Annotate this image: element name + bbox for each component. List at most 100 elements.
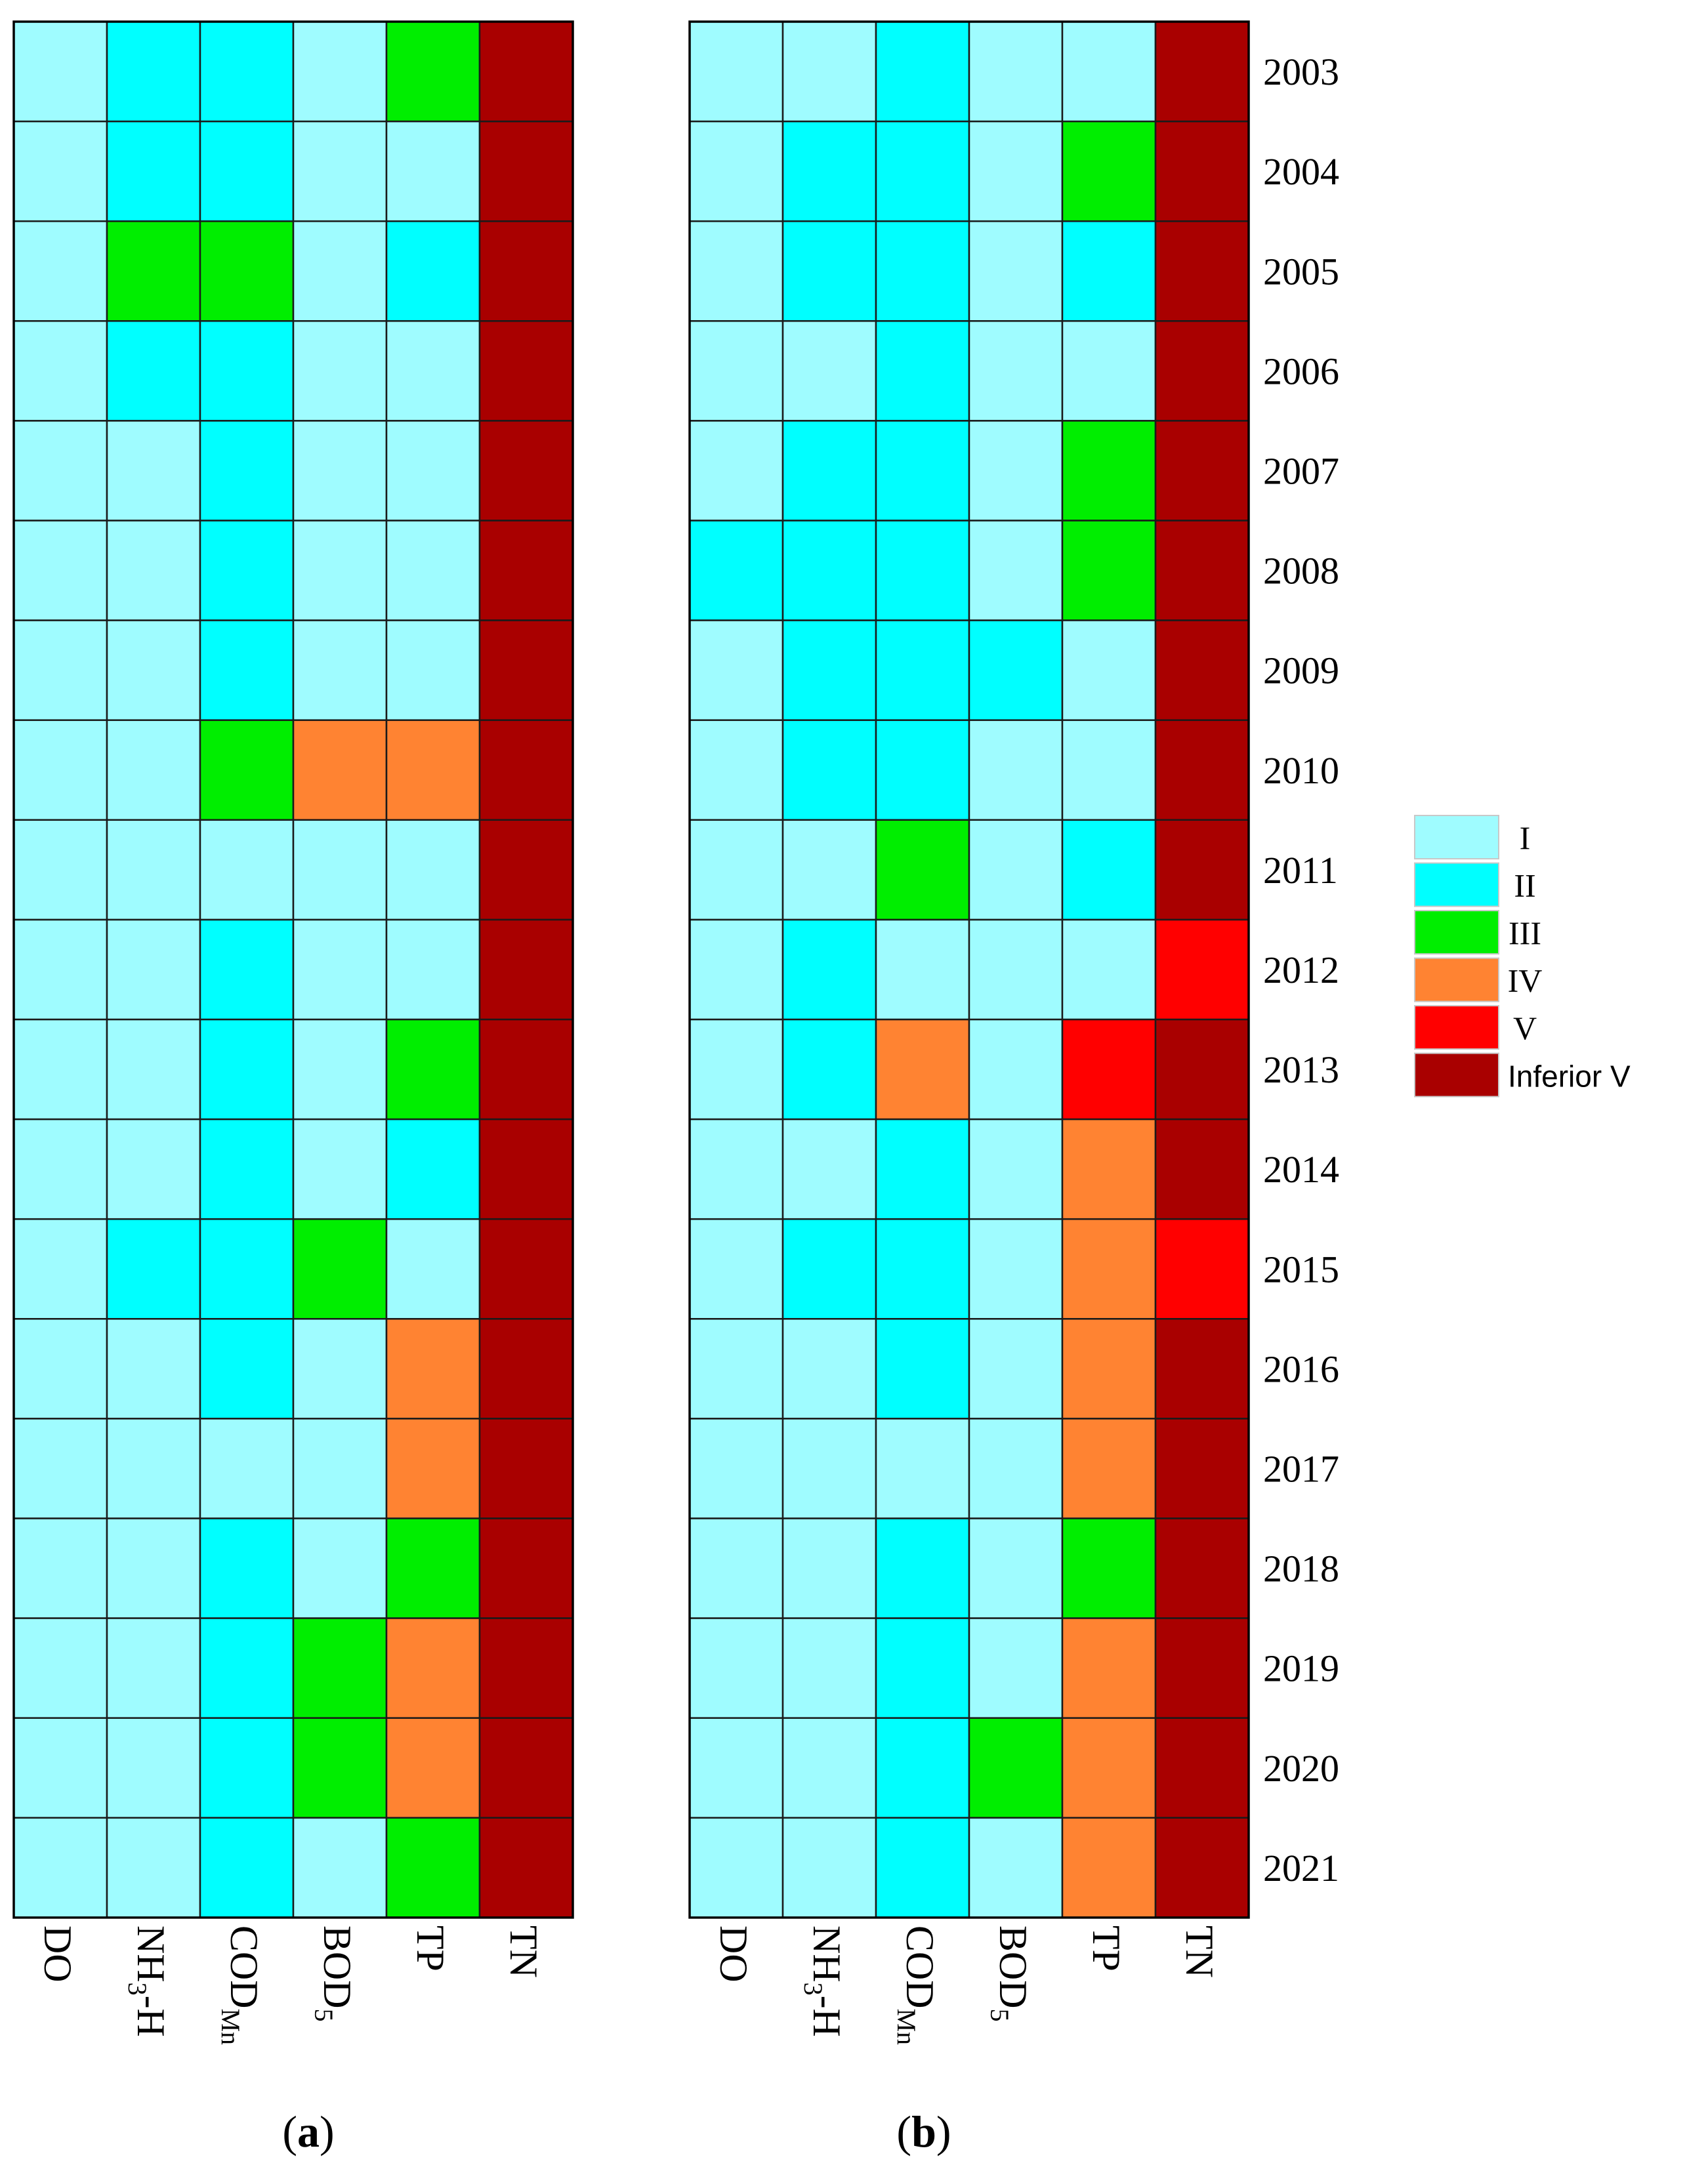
heatmap-cell-b-2016-BOD5	[968, 1318, 1064, 1420]
heatmap-cell-b-2011-CODMn	[875, 819, 970, 921]
heatmap-cell-b-2018-CODMn	[875, 1517, 970, 1619]
heatmap-cell-b-2021-BOD5	[968, 1817, 1064, 1919]
legend-swatch-i	[1414, 815, 1499, 859]
heatmap-cell-a-2012-BOD5	[292, 918, 388, 1021]
heatmap-cell-a-2016-TN	[478, 1318, 574, 1420]
heatmap-cell-b-2014-NH3-H	[781, 1118, 877, 1220]
year-label-2004: 2004	[1263, 150, 1339, 193]
heatmap-cell-b-2009-BOD5	[968, 619, 1064, 721]
heatmap-cell-b-2014-TN	[1154, 1118, 1250, 1220]
heatmap-cell-b-2004-BOD5	[968, 120, 1064, 222]
heatmap-cell-b-2011-DO	[688, 819, 784, 921]
heatmap-cell-b-2004-TN	[1154, 120, 1250, 222]
legend-swatch-iv	[1414, 957, 1499, 1002]
heatmap-cell-a-2003-DO	[12, 20, 108, 123]
heatmap-cell-b-2013-NH3-H	[781, 1018, 877, 1121]
heatmap-cell-b-2021-TP	[1061, 1817, 1157, 1919]
heatmap-cell-a-2008-TP	[385, 520, 481, 621]
heatmap-cell-a-2020-TP	[385, 1717, 481, 1819]
heatmap-cell-b-2003-NH3-H	[781, 20, 877, 123]
year-label-2011: 2011	[1263, 849, 1338, 892]
heatmap-cell-b-2006-DO	[688, 320, 784, 422]
heatmap-cell-b-2004-CODMn	[875, 120, 970, 222]
heatmap-cell-b-2009-TN	[1154, 619, 1250, 721]
heatmap-cell-a-2005-TP	[385, 220, 481, 322]
heatmap-cell-a-2009-TP	[385, 619, 481, 721]
heatmap-cell-a-2006-CODMn	[199, 320, 295, 422]
panel-a-heatmap: DO NH3-H CODMn BOD5 TP TN	[12, 20, 574, 2045]
heatmap-cell-b-2014-TP	[1061, 1118, 1157, 1220]
heatmap-cell-a-2008-TN	[478, 520, 574, 621]
heatmap-cell-b-2013-DO	[688, 1018, 784, 1121]
heatmap-cell-b-2019-DO	[688, 1617, 784, 1719]
heatmap-cell-a-2010-TN	[478, 719, 574, 821]
heatmap-cell-b-2011-BOD5	[968, 819, 1064, 921]
heatmap-cell-b-2007-TP	[1061, 420, 1157, 522]
heatmap-cell-a-2021-NH3-H	[106, 1817, 201, 1919]
legend-swatch-inferior-v	[1414, 1052, 1499, 1098]
heatmap-cell-b-2012-TP	[1061, 918, 1157, 1021]
heatmap-cell-a-2020-CODMn	[199, 1717, 295, 1819]
heatmap-cell-b-2007-BOD5	[968, 420, 1064, 522]
heatmap-cell-a-2016-CODMn	[199, 1318, 295, 1420]
column-label-b-BOD5: BOD5	[985, 1926, 1035, 2022]
heatmap-cell-a-2014-CODMn	[199, 1118, 295, 1220]
legend-swatch-iii	[1414, 910, 1499, 955]
heatmap-cell-a-2015-BOD5	[292, 1218, 388, 1320]
heatmap-cell-a-2006-NH3-H	[106, 320, 201, 422]
column-label-a-TN: TN	[502, 1926, 545, 1978]
heatmap-cell-b-2010-BOD5	[968, 719, 1064, 821]
heatmap-cell-a-2005-NH3-H	[106, 220, 201, 322]
heatmap-cell-a-2013-TP	[385, 1018, 481, 1121]
heatmap-cell-a-2013-NH3-H	[106, 1018, 201, 1121]
heatmap-cell-a-2011-DO	[12, 819, 108, 921]
heatmap-cell-b-2011-NH3-H	[781, 819, 877, 921]
heatmap-cell-b-2016-TP	[1061, 1318, 1157, 1420]
heatmap-cell-a-2011-NH3-H	[106, 819, 201, 921]
heatmap-cell-a-2003-TP	[385, 20, 481, 123]
heatmap-cell-a-2009-NH3-H	[106, 619, 201, 721]
heatmap-cell-b-2020-TN	[1154, 1717, 1250, 1819]
heatmap-cell-b-2017-TN	[1154, 1418, 1250, 1519]
heatmap-cell-a-2018-NH3-H	[106, 1517, 201, 1619]
heatmap-cell-a-2010-DO	[12, 719, 108, 821]
heatmap-cell-b-2014-CODMn	[875, 1118, 970, 1220]
heatmap-cell-b-2014-DO	[688, 1118, 784, 1220]
heatmap-cell-a-2012-CODMn	[199, 918, 295, 1021]
heatmap-cell-a-2011-CODMn	[199, 819, 295, 921]
heatmap-frame-b	[688, 20, 1250, 1919]
heatmap-cell-a-2012-TN	[478, 918, 574, 1021]
heatmap-cell-a-2005-TN	[478, 220, 574, 322]
heatmap-cell-b-2018-BOD5	[968, 1517, 1064, 1619]
heatmap-cell-a-2017-BOD5	[292, 1418, 388, 1519]
heatmap-cell-b-2005-NH3-H	[781, 220, 877, 322]
year-label-2019: 2019	[1263, 1647, 1339, 1690]
heatmap-cell-a-2021-DO	[12, 1817, 108, 1919]
heatmap-cell-b-2006-NH3-H	[781, 320, 877, 422]
column-label-b-DO: DO	[712, 1926, 755, 1983]
heatmap-cell-a-2003-BOD5	[292, 20, 388, 123]
heatmap-cell-a-2004-CODMn	[199, 120, 295, 222]
heatmap-cell-a-2004-TP	[385, 120, 481, 222]
heatmap-cell-a-2021-TP	[385, 1817, 481, 1919]
heatmap-cell-b-2021-DO	[688, 1817, 784, 1919]
panel-caption-a: (a)	[282, 2107, 334, 2156]
heatmap-cell-b-2021-TN	[1154, 1817, 1250, 1919]
heatmap-cell-a-2008-BOD5	[292, 520, 388, 621]
heatmap-cell-b-2020-NH3-H	[781, 1717, 877, 1819]
heatmap-cell-b-2021-CODMn	[875, 1817, 970, 1919]
heatmap-cell-a-2019-CODMn	[199, 1617, 295, 1719]
heatmap-cell-a-2009-BOD5	[292, 619, 388, 721]
heatmap-cell-b-2015-TN	[1154, 1218, 1250, 1320]
heatmap-cell-a-2007-DO	[12, 420, 108, 522]
heatmap-cell-b-2013-TP	[1061, 1018, 1157, 1121]
column-label-b-NH3-H: NH3-H	[799, 1926, 848, 2037]
heatmap-cell-a-2019-DO	[12, 1617, 108, 1719]
legend-swatch-ii	[1414, 862, 1499, 907]
heatmap-cell-b-2012-CODMn	[875, 918, 970, 1021]
heatmap-cell-b-2010-TP	[1061, 719, 1157, 821]
panel-captions: (a) (b)	[282, 2107, 951, 2156]
year-label-2013: 2013	[1263, 1048, 1339, 1091]
heatmap-cell-a-2010-NH3-H	[106, 719, 201, 821]
